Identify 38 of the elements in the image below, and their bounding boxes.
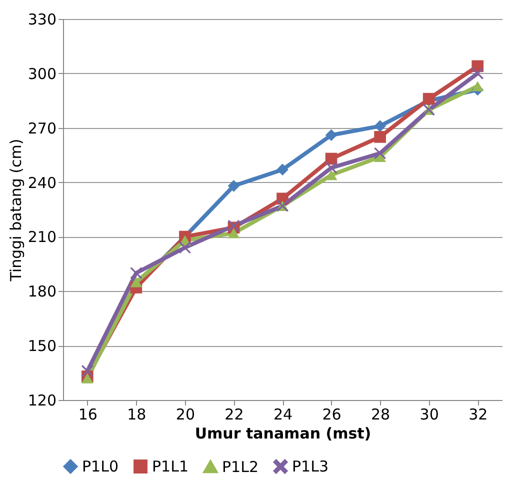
legend-label: P1L1 [152,458,188,476]
x-tick-label: 26 [322,406,342,424]
x-tick-label: 22 [224,406,244,424]
x-tick-label: 32 [468,406,488,424]
point [374,131,386,143]
y-tick-label: 330 [28,10,56,28]
x-tick-label: 18 [127,406,146,424]
x-axis-title: Umur tanaman (mst) [194,424,372,442]
legend-label: P1L3 [292,458,328,476]
point [130,267,142,279]
y-tick-label: 300 [28,64,56,83]
legend-label: P1L2 [222,458,258,476]
point [81,365,94,377]
x-tick-label: 28 [371,406,390,424]
point [81,373,94,384]
legend-label: P1L0 [82,458,118,476]
y-tick-label: 210 [28,228,56,246]
x-tick-label: 16 [78,406,98,424]
point [325,129,338,142]
point [374,120,386,132]
point [179,242,191,254]
y-axis-title: Tinggi batang (cm) [6,138,25,282]
y-tick-label: 240 [28,174,56,192]
x-tick-label: 30 [420,406,439,424]
y-tick-label: 150 [28,337,56,356]
x-tick-label: 24 [273,406,293,424]
y-tick-label: 270 [28,119,56,138]
point [325,162,338,174]
point [472,68,484,80]
point [325,170,338,180]
point [130,276,142,288]
x-tick-label: 20 [176,406,195,424]
point [228,180,240,192]
point [472,81,484,92]
y-tick-label: 120 [28,392,56,410]
point [228,228,240,238]
y-tick-label: 180 [28,282,56,301]
point [276,164,288,176]
